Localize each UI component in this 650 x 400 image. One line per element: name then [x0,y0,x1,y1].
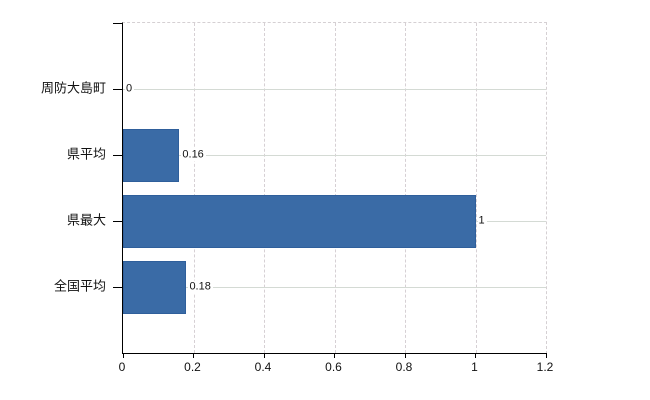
y-axis-tick [113,154,122,156]
category-label: 周防大島町 [40,80,106,96]
category-label: 県最大 [66,212,106,228]
x-axis-tick [263,353,265,358]
bar-value-label: 0 [125,82,135,96]
y-axis-tick [113,22,122,24]
x-axis-tick-label: 0 [118,360,126,374]
category-label: 県平均 [66,146,106,162]
x-axis-tick-label: 0.4 [254,360,272,374]
vertical-gridline [334,23,336,353]
bar-value-label: 1 [477,214,487,228]
bar [123,128,180,182]
vertical-gridline [264,23,265,353]
x-axis-tick-label: 1 [471,360,478,374]
x-axis-tick [545,353,547,358]
x-axis-tick [193,353,194,358]
plot-area: 0 0.16 1 0.18 [113,22,547,358]
x-axis-tick [122,353,124,358]
row-gridline [123,286,546,288]
row-gridline [123,88,546,90]
vertical-gridline [405,23,406,353]
x-axis-tick-label: 0.8 [395,360,413,374]
y-axis-tick [113,88,122,90]
bar-value-label: 0.18 [188,280,213,294]
x-axis-tick-label: 0.2 [184,360,201,374]
x-axis-tick-label: 1.2 [536,360,554,374]
x-axis-tick [334,353,335,358]
category-label: 全国平均 [53,278,106,294]
bar-value-label: 0.16 [181,148,206,162]
x-axis-tick [404,353,406,358]
vertical-gridline [193,23,195,353]
x-axis-tick [475,353,476,358]
y-axis-tick [113,220,122,222]
bar [123,260,187,314]
y-axis-tick [113,286,122,288]
bar [123,194,476,248]
row-gridline [123,154,546,156]
vertical-gridline [475,23,477,353]
x-axis-tick-label: 0.6 [325,360,342,374]
